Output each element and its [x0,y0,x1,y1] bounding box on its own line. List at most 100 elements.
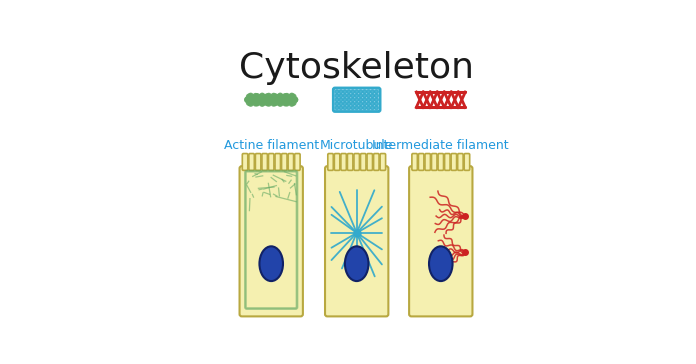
FancyBboxPatch shape [432,154,437,170]
Circle shape [367,102,370,106]
Circle shape [255,94,260,99]
FancyBboxPatch shape [458,154,463,170]
Circle shape [355,102,358,106]
Circle shape [246,94,251,99]
Circle shape [253,101,258,106]
Circle shape [278,93,283,98]
Circle shape [363,94,366,98]
Circle shape [351,102,354,106]
Circle shape [339,102,342,106]
FancyBboxPatch shape [262,154,267,170]
Circle shape [359,106,363,110]
FancyBboxPatch shape [341,154,347,170]
FancyBboxPatch shape [464,154,470,170]
FancyBboxPatch shape [288,154,294,170]
Circle shape [367,106,370,110]
Circle shape [359,102,363,106]
Circle shape [261,95,267,100]
Circle shape [343,98,347,102]
Circle shape [351,106,354,110]
Circle shape [246,100,251,105]
Ellipse shape [345,246,368,281]
Circle shape [367,98,370,102]
Circle shape [245,97,250,102]
Circle shape [284,94,290,99]
Circle shape [371,106,374,110]
Text: Cytoskeleton: Cytoskeleton [239,51,474,85]
Circle shape [339,98,342,102]
Circle shape [359,98,363,102]
Circle shape [273,100,278,106]
Circle shape [245,97,250,102]
FancyBboxPatch shape [425,154,430,170]
Circle shape [251,99,257,103]
Text: Microtubule: Microtubule [320,139,393,153]
Circle shape [281,98,286,103]
Circle shape [363,90,366,94]
Circle shape [347,94,351,98]
Text: Intermediate filament: Intermediate filament [372,139,509,153]
Circle shape [291,94,296,99]
Circle shape [363,106,366,110]
FancyBboxPatch shape [294,154,300,170]
Circle shape [355,90,358,94]
Circle shape [283,101,287,106]
Circle shape [335,90,339,94]
Circle shape [283,94,287,99]
Circle shape [335,102,339,106]
Circle shape [255,101,260,106]
Circle shape [268,96,273,100]
Circle shape [347,90,351,94]
Circle shape [374,102,378,106]
Circle shape [347,98,351,102]
Circle shape [264,100,269,106]
Circle shape [355,98,358,102]
Circle shape [335,98,339,102]
FancyBboxPatch shape [325,166,388,316]
FancyBboxPatch shape [409,166,473,316]
Circle shape [269,96,274,100]
Circle shape [281,96,286,102]
Circle shape [374,90,378,94]
Circle shape [286,96,291,101]
Circle shape [276,100,281,105]
FancyBboxPatch shape [361,154,366,170]
FancyBboxPatch shape [275,154,280,170]
Circle shape [363,98,366,102]
Circle shape [355,106,358,110]
Circle shape [260,93,264,98]
FancyBboxPatch shape [412,154,418,170]
Circle shape [287,95,292,100]
Circle shape [351,94,354,98]
Circle shape [374,94,378,98]
Circle shape [268,99,273,104]
Circle shape [248,101,253,106]
FancyBboxPatch shape [367,154,372,170]
Circle shape [287,99,292,104]
FancyBboxPatch shape [374,154,379,170]
Circle shape [263,98,268,103]
FancyBboxPatch shape [239,166,303,316]
FancyBboxPatch shape [438,154,443,170]
Circle shape [363,102,366,106]
Circle shape [279,100,285,104]
Circle shape [351,90,354,94]
Circle shape [371,94,374,98]
Circle shape [371,98,374,102]
Circle shape [290,101,294,106]
FancyBboxPatch shape [242,154,248,170]
Circle shape [291,100,296,105]
Circle shape [253,94,258,99]
Ellipse shape [429,246,452,281]
Circle shape [261,100,267,105]
Circle shape [359,90,363,94]
Circle shape [278,101,283,106]
Circle shape [347,102,351,106]
Circle shape [374,106,378,110]
Circle shape [292,97,298,102]
FancyBboxPatch shape [445,154,450,170]
Circle shape [371,102,374,106]
Circle shape [343,94,347,98]
Circle shape [250,99,255,104]
Circle shape [284,101,290,106]
